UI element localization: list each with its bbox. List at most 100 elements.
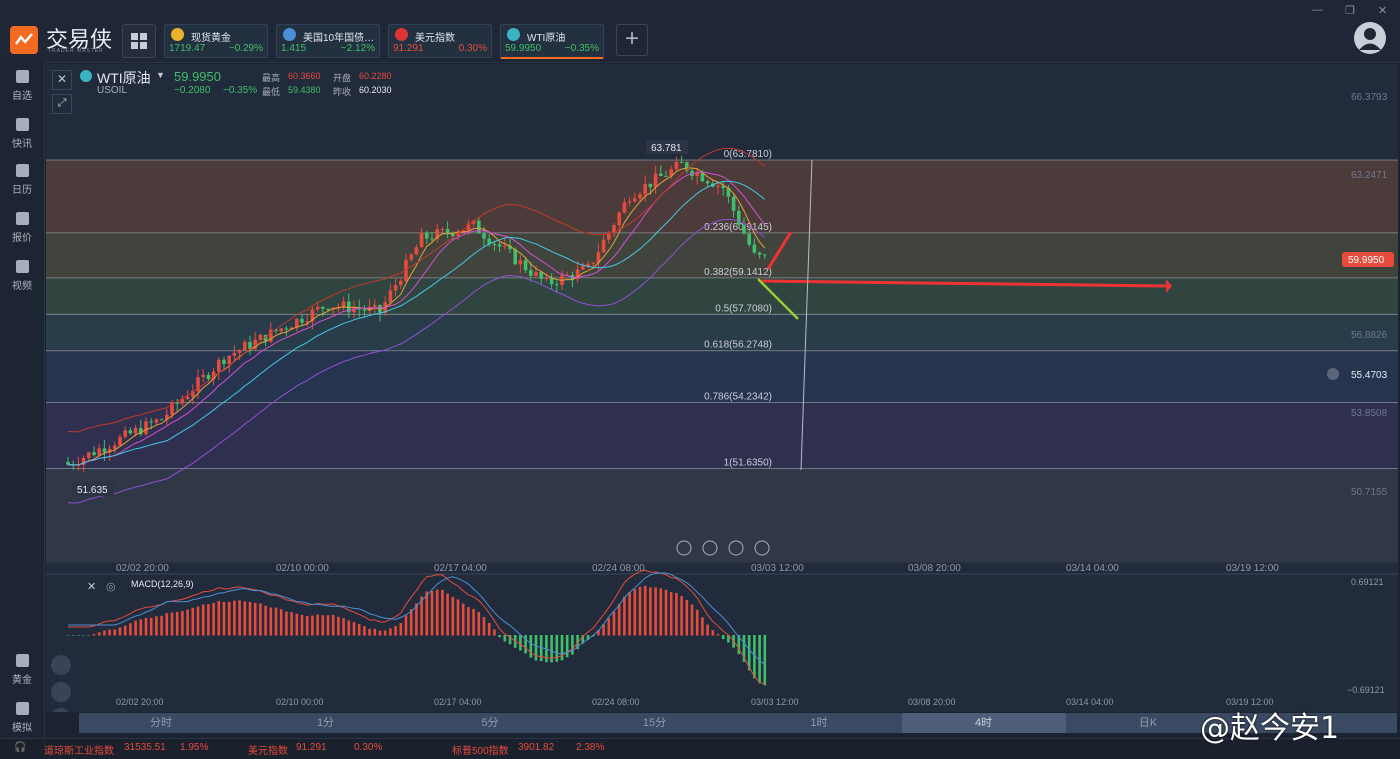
- candle-body: [679, 161, 684, 163]
- sidebar-item[interactable]: 黄金: [0, 654, 44, 686]
- tab-timeframe[interactable]: 1时: [810, 717, 828, 729]
- peak-label-bg: [646, 140, 688, 154]
- candle-body: [113, 445, 117, 449]
- symbol-name[interactable]: WTI原油: [97, 70, 151, 86]
- oil-icon: [507, 28, 520, 41]
- sidebar-item[interactable]: 模拟: [0, 702, 44, 734]
- macd-histogram-bar: [295, 613, 299, 636]
- brand-subtitle: TRADER MASTER: [48, 48, 104, 54]
- candle-body: [227, 355, 231, 364]
- user-avatar[interactable]: [1354, 22, 1386, 54]
- candle-body: [326, 308, 330, 310]
- candle-body: [742, 224, 746, 234]
- macd-histogram-bar: [597, 630, 600, 636]
- index-change-3: 2.38%: [576, 742, 605, 753]
- macd-histogram-bar: [373, 628, 377, 636]
- minimize-icon[interactable]: —: [1312, 4, 1323, 16]
- macd-histogram-bar: [352, 622, 356, 636]
- chevron-down-icon[interactable]: ▼: [156, 70, 165, 80]
- tab-timeframe[interactable]: 4时: [901, 713, 1066, 733]
- index-change-1: 1.95%: [180, 742, 209, 753]
- candle-body: [373, 305, 377, 307]
- macd-histogram-bar: [721, 635, 725, 640]
- tab-timeframe[interactable]: 日K: [1138, 717, 1158, 729]
- candle-body: [737, 210, 741, 225]
- tab-timeframe[interactable]: 1分: [316, 717, 335, 729]
- macd-histogram-bar: [659, 588, 663, 636]
- candle-body: [643, 183, 647, 195]
- candle-body: [633, 198, 637, 202]
- fib-band: [46, 232, 1398, 278]
- macd-histogram-bar: [727, 635, 730, 643]
- chart-area[interactable]: 0(63.7810) 0.236(60.9145) 0.382(59.1412) 0.…: [46, 64, 1398, 712]
- candle-body: [430, 238, 434, 240]
- sidebar-item[interactable]: 快讯: [0, 118, 44, 150]
- price-axis-label: 50.7155: [1351, 487, 1388, 498]
- ticker-card[interactable]: 美元指数 91.291 0.30%: [388, 24, 492, 58]
- candle-body: [575, 269, 580, 280]
- price-chart-svg[interactable]: 0(63.7810)0.236(60.9145)0.382(59.1412)0.…: [46, 64, 1398, 712]
- grid-layout-button[interactable]: [122, 24, 156, 58]
- macd-time-axis-label: 02/17 04:00: [434, 697, 482, 707]
- add-ticker-button[interactable]: +: [616, 24, 648, 56]
- candle-body: [315, 306, 320, 310]
- fib-label: 0.618(56.2748): [704, 340, 772, 351]
- macd-histogram-bar: [321, 615, 325, 636]
- macd-histogram-bar: [461, 603, 465, 636]
- close-window-icon[interactable]: ✕: [1378, 5, 1388, 17]
- sidebar-item[interactable]: 报价: [0, 212, 44, 244]
- macd-histogram-bar: [389, 628, 392, 636]
- candle-body: [425, 232, 429, 239]
- candle-body: [336, 306, 341, 308]
- candle-body: [217, 359, 221, 372]
- sidebar-item[interactable]: 日历: [0, 164, 44, 196]
- macd-histogram-bar: [129, 623, 132, 636]
- sidebar-item[interactable]: 视频: [0, 260, 44, 292]
- candle-body: [591, 262, 595, 264]
- candle-body: [700, 172, 705, 182]
- headset-icon[interactable]: 🎧: [14, 742, 27, 753]
- fib-band: [46, 160, 1398, 233]
- ticker-card[interactable]: 现货黄金 1719.47 −0.29%: [164, 24, 268, 58]
- candle-body: [601, 239, 606, 253]
- play-icon: [15, 260, 29, 273]
- candle-body: [139, 427, 143, 435]
- time-axis-label: 02/02 20:00: [116, 563, 169, 574]
- macd-histogram-bar: [170, 612, 174, 636]
- candle-body: [513, 249, 517, 265]
- macd-histogram-bar: [524, 635, 527, 654]
- close-chart-icon[interactable]: ✕: [52, 70, 72, 90]
- candle-body: [544, 278, 549, 280]
- restore-icon[interactable]: ❐: [1345, 5, 1355, 17]
- candle-body: [289, 327, 294, 330]
- candle-body: [721, 185, 725, 188]
- line-tool-icon[interactable]: [51, 708, 71, 712]
- tab-timeframe[interactable]: 5分: [481, 717, 499, 729]
- candle-body: [534, 272, 538, 276]
- macd-histogram-bar: [415, 603, 418, 636]
- candle-body: [211, 371, 216, 380]
- macd-histogram-bar: [233, 600, 236, 636]
- macd-histogram-bar: [399, 623, 403, 636]
- fib-label: 0.236(60.9145): [704, 222, 772, 233]
- candle-body: [555, 284, 559, 286]
- candle-body: [279, 328, 283, 332]
- candle-body: [705, 181, 710, 184]
- tab-timeframe[interactable]: 分时: [150, 717, 172, 729]
- draw-tool-icon[interactable]: [51, 682, 71, 702]
- candle-body: [440, 229, 445, 231]
- tab-timeframe[interactable]: 15分: [642, 717, 667, 729]
- macd-time-axis-label: 03/03 12:00: [751, 697, 799, 707]
- candle-body: [154, 419, 159, 423]
- macd-axis-bottom: −0.69121: [1347, 685, 1385, 695]
- ticker-card[interactable]: 美国10年国债… 1.415 −2.12%: [276, 24, 380, 58]
- calendar-icon: [15, 164, 29, 177]
- ticker-card[interactable]: WTI原油 59.9950 −0.35%: [500, 24, 604, 59]
- sidebar-item[interactable]: 自选: [0, 70, 44, 102]
- macd-close-icon[interactable]: ✕: [87, 581, 97, 593]
- status-bar: 🎧 道琼斯工业指数 31535.51 1.95% 美元指数 91.291 0.3…: [0, 738, 1400, 759]
- indicator-tool-icon[interactable]: [51, 655, 71, 675]
- macd-settings-icon[interactable]: ◎: [106, 581, 116, 593]
- candle-body: [149, 421, 153, 423]
- expand-icon[interactable]: ⤢: [52, 94, 72, 114]
